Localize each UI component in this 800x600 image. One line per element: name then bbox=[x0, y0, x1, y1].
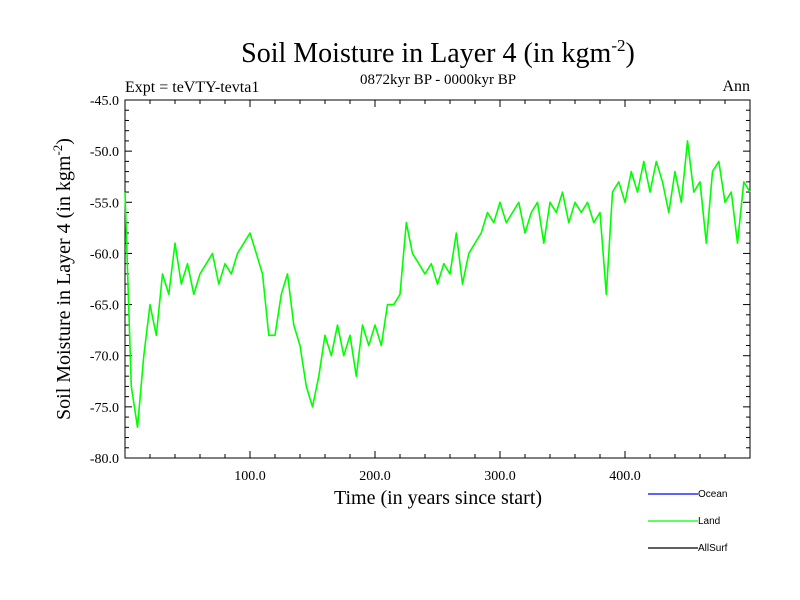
legend-label-ocean: Ocean bbox=[698, 489, 727, 500]
y-tick-labels: -80.0 -75.0 -70.0 -65.0 -60.0 -55.0 -50.0 -45.0 bbox=[90, 94, 119, 467]
y-axis-label: Soil Moisture in Layer 4 (in kgm-2) bbox=[50, 138, 75, 420]
y-tick-label: -55.0 bbox=[90, 196, 119, 211]
x-tick-label: 300.0 bbox=[484, 469, 516, 484]
season-label: Ann bbox=[722, 78, 750, 95]
y-tick-label: -80.0 bbox=[90, 452, 119, 467]
y-tick-label: -65.0 bbox=[90, 299, 119, 314]
axis-ticks bbox=[124, 99, 751, 459]
y-tick-label: -75.0 bbox=[90, 401, 119, 416]
y-tick-label: -60.0 bbox=[90, 247, 119, 262]
plot-frame bbox=[124, 99, 751, 459]
experiment-label: Expt = teVTY-tevta1 bbox=[125, 79, 259, 96]
chart-title: Soil Moisture in Layer 4 (in kgm-2) bbox=[241, 36, 635, 69]
legend-label-allsurf: AllSurf bbox=[698, 543, 728, 554]
x-tick-labels: 100.0 200.0 300.0 400.0 bbox=[234, 469, 641, 484]
x-tick-label: 100.0 bbox=[234, 469, 266, 484]
x-tick-label: 400.0 bbox=[609, 469, 641, 484]
chart-subtitle: 0872kyr BP - 0000kyr BP bbox=[360, 72, 516, 88]
series-line-land bbox=[124, 140, 751, 429]
y-tick-label: -70.0 bbox=[90, 350, 119, 365]
legend: Ocean Land AllSurf bbox=[648, 489, 728, 554]
y-tick-label: -50.0 bbox=[90, 145, 119, 160]
x-tick-label: 200.0 bbox=[359, 469, 391, 484]
y-tick-label: -45.0 bbox=[90, 94, 119, 109]
x-axis-label: Time (in years since start) bbox=[334, 487, 542, 509]
series-group bbox=[124, 140, 751, 429]
legend-label-land: Land bbox=[698, 516, 720, 527]
